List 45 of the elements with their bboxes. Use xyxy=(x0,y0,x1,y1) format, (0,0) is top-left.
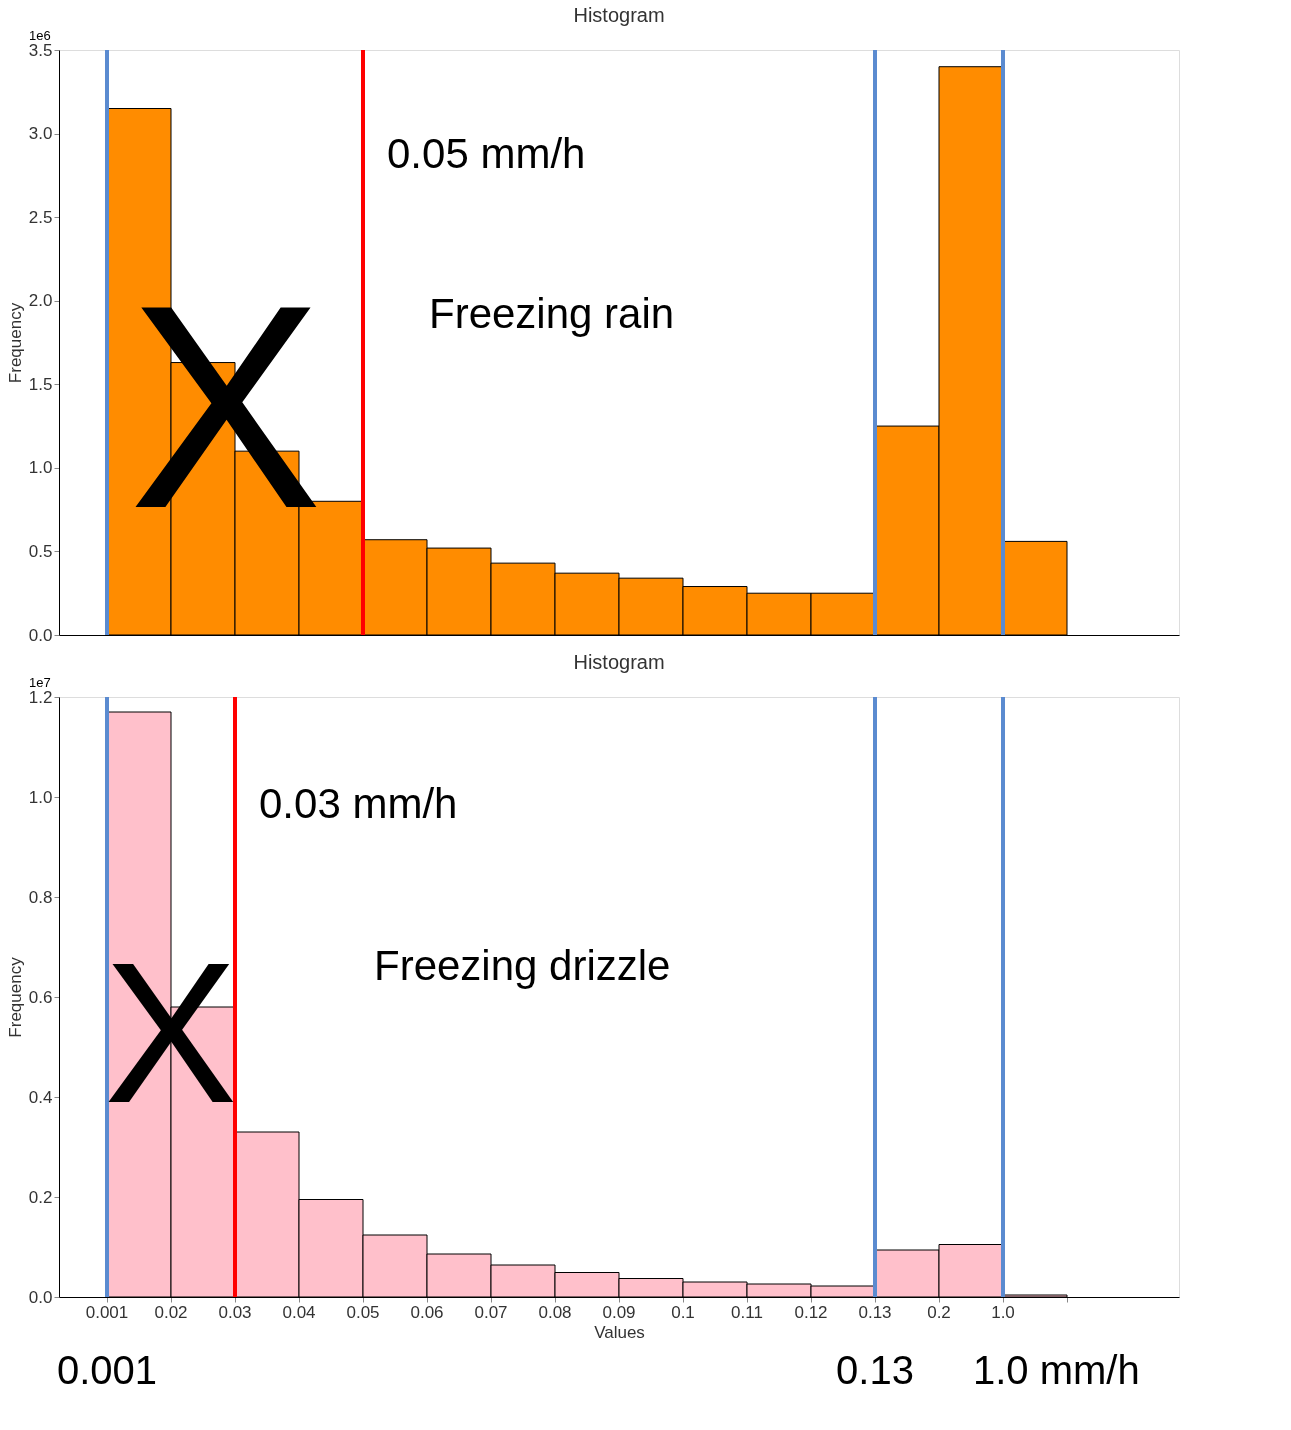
annotation: X xyxy=(104,921,238,1144)
x-tick-label: 0.03 xyxy=(218,1302,252,1322)
text: 1e6 xyxy=(29,28,51,43)
x-tick-label: 0.13 xyxy=(858,1302,892,1322)
x-tick-label: 0.1 xyxy=(671,1302,695,1322)
y-tick-label: 0.4 xyxy=(28,1087,53,1107)
ref-line-label: 0.13 xyxy=(836,1348,914,1392)
x-tick-label: 0.06 xyxy=(410,1302,444,1322)
y-tick-label: 1.2 xyxy=(28,687,53,707)
y-tick-label: 3.0 xyxy=(28,124,53,144)
y-tick-label: 3.5 xyxy=(28,40,53,60)
y-tick-label: 1.0 xyxy=(28,458,53,478)
y-tick-label: 0.0 xyxy=(28,1287,53,1307)
y-axis-title: Frequency xyxy=(5,302,25,384)
y-tick-label: 0.8 xyxy=(28,887,53,907)
annotation: Freezing rain xyxy=(429,290,675,337)
y-tick-label: 1.5 xyxy=(28,374,53,394)
x-axis-title: Values xyxy=(594,1322,645,1342)
ref-line-label: 1.0 mm/h xyxy=(973,1348,1140,1392)
ref-line-label: 0.05 mm/h xyxy=(387,130,586,178)
x-tick-label: 0.001 xyxy=(85,1302,129,1322)
y-tick-label: 2.5 xyxy=(28,207,53,227)
x-tick-label: 0.09 xyxy=(602,1302,636,1322)
text: 1e7 xyxy=(29,675,51,690)
y-tick-label: 2.0 xyxy=(28,291,53,311)
x-tick-label: 0.04 xyxy=(282,1302,316,1322)
x-tick-label: 0.12 xyxy=(794,1302,828,1322)
x-tick-label: 1.0 xyxy=(991,1302,1015,1322)
x-tick-label: 0.2 xyxy=(927,1302,951,1322)
chart-title: Histogram xyxy=(573,651,665,673)
y-tick-label: 0.2 xyxy=(28,1187,53,1207)
x-tick-label: 0.05 xyxy=(346,1302,380,1322)
x-tick-label: 0.02 xyxy=(154,1302,188,1322)
annotation: Freezing drizzle xyxy=(374,942,671,989)
ref-line-label: 0.03 mm/h xyxy=(259,780,458,827)
x-tick-label: 0.11 xyxy=(731,1302,763,1322)
y-tick-label: 1.0 xyxy=(28,787,53,807)
y-axis-title: Frequency xyxy=(5,956,25,1038)
ref-line-label: 0.001 xyxy=(56,1348,158,1392)
y-tick-label: 0.0 xyxy=(28,625,53,645)
x-tick-label: 0.07 xyxy=(474,1302,508,1322)
chart-title: Histogram xyxy=(573,4,665,26)
y-tick-label: 0.5 xyxy=(28,541,53,561)
y-tick-label: 0.6 xyxy=(28,987,53,1007)
x-tick-label: 0.08 xyxy=(538,1302,572,1322)
